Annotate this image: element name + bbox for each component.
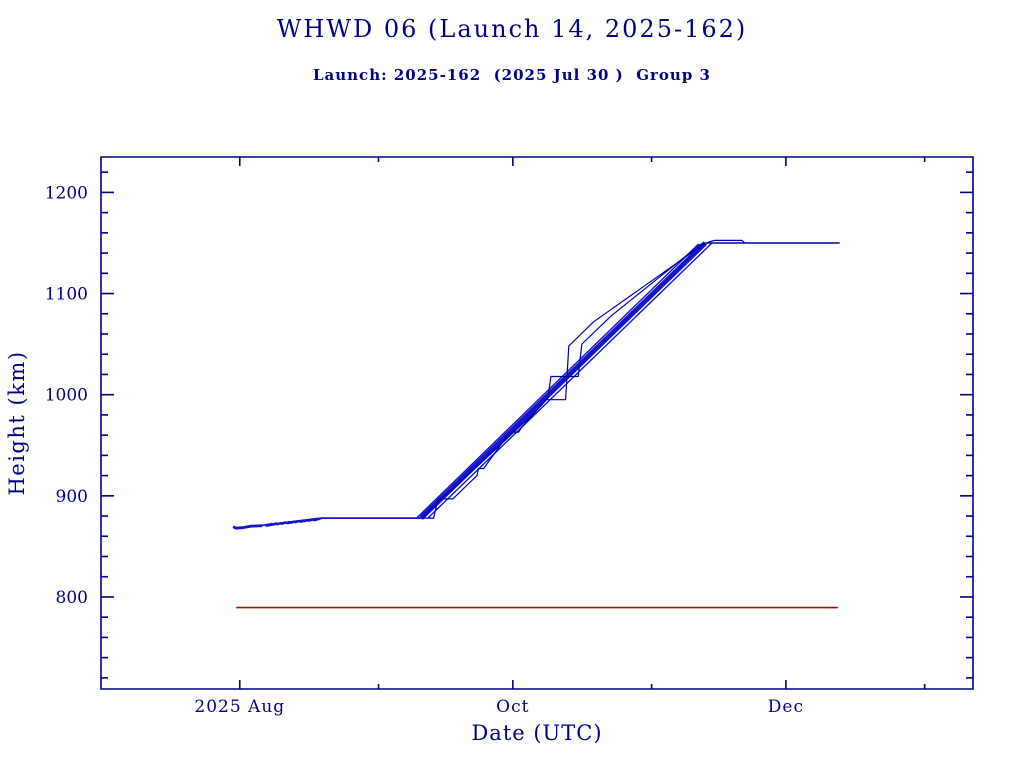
series-raise-straight <box>262 517 321 526</box>
series-main-ascent-band <box>419 241 708 520</box>
y-tick-label: 1000 <box>45 386 88 406</box>
height-series <box>232 239 840 530</box>
y-tick-label: 900 <box>56 487 88 507</box>
chart-title: WHWD 06 (Launch 14, 2025-162) <box>276 15 748 43</box>
series-early-orbit-thick <box>232 524 263 530</box>
y-tick-label: 1200 <box>45 183 88 203</box>
x-tick-label: Dec <box>768 697 804 717</box>
series-plateau-overshoot <box>707 239 746 244</box>
x-tick-label: Oct <box>496 697 529 717</box>
y-tick-label: 800 <box>56 588 88 608</box>
series-ascent-edge-a <box>416 243 700 519</box>
chart-subtitle: Launch: 2025-162 (2025 Jul 30 ) Group 3 <box>312 66 711 84</box>
series-laggard-staircase-2 <box>422 243 702 517</box>
x-axis-label: Date (UTC) <box>471 721 603 745</box>
axis-ticks <box>101 157 973 689</box>
series-ascent-edge-b <box>427 242 713 519</box>
x-tick-label: 2025 Aug <box>194 697 285 717</box>
axis-frame <box>100 156 974 690</box>
y-tick-label: 1100 <box>45 285 88 305</box>
tick-labels: 800 900 1000 1100 1200 2025 Aug Oct Dec <box>45 183 804 717</box>
series-laggard-staircase-1 <box>421 242 706 519</box>
